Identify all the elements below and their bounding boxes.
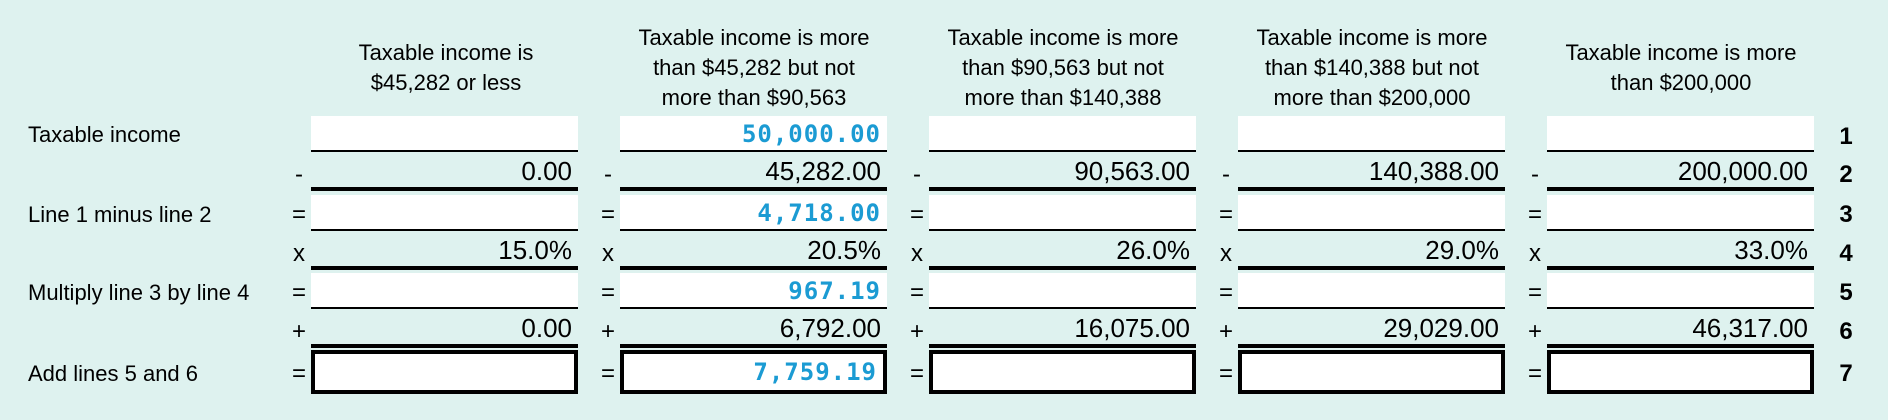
c3-plus-sign: + xyxy=(909,318,924,345)
c3-times-sign: x xyxy=(911,240,923,267)
c5-line7-total[interactable] xyxy=(1547,350,1814,394)
c1-minus-sign: - xyxy=(295,161,303,188)
c3-minus-sign: - xyxy=(913,161,921,188)
c3-line1-input[interactable] xyxy=(929,116,1196,152)
c5-line1-input[interactable] xyxy=(1547,116,1814,152)
c1-line2-value: 0.00 xyxy=(311,155,578,191)
line-number-4: 4 xyxy=(1839,240,1853,267)
c2-line5-input[interactable]: 967.19 xyxy=(620,273,887,309)
line-number-1: 1 xyxy=(1839,123,1853,150)
c5-plus-sign: + xyxy=(1527,318,1542,345)
c2-line7-total[interactable]: 7,759.19 xyxy=(620,350,887,394)
c3-equals-sign-3: = xyxy=(909,201,924,228)
c4-equals-sign-5: = xyxy=(1218,279,1233,306)
c1-times-sign: x xyxy=(293,240,305,267)
c2-line3-input[interactable]: 4,718.00 xyxy=(620,195,887,231)
row-label-line1-minus-line2: Line 1 minus line 2 xyxy=(28,202,212,227)
column-header-1: Taxable income is $45,282 or less xyxy=(358,40,534,95)
c3-line7-total[interactable] xyxy=(929,350,1196,394)
c5-minus-sign: - xyxy=(1531,161,1539,188)
column-header-2: Taxable income is more than $45,282 but … xyxy=(638,25,870,110)
c5-line6-value: 46,317.00 xyxy=(1547,312,1814,348)
column-header-5: Taxable income is more than $200,000 xyxy=(1565,40,1797,95)
c4-line1-input[interactable] xyxy=(1238,116,1505,152)
line-number-3: 3 xyxy=(1839,201,1853,228)
c1-line7-total[interactable] xyxy=(311,350,578,394)
c2-minus-sign: - xyxy=(604,161,612,188)
c5-line5-input[interactable] xyxy=(1547,273,1814,309)
c3-equals-sign-7: = xyxy=(909,360,924,387)
row-label-multiply-line3-line4: Multiply line 3 by line 4 xyxy=(28,280,250,305)
line-number-6: 6 xyxy=(1839,318,1853,345)
c4-line5-input[interactable] xyxy=(1238,273,1505,309)
c2-times-sign: x xyxy=(602,240,614,267)
c5-equals-sign-5: = xyxy=(1527,279,1542,306)
c1-equals-sign-7: = xyxy=(291,360,306,387)
line-number-2: 2 xyxy=(1839,161,1853,188)
column-header-3: Taxable income is more than $90,563 but … xyxy=(947,25,1179,110)
c4-plus-sign: + xyxy=(1218,318,1233,345)
c2-line2-value: 45,282.00 xyxy=(620,155,887,191)
c4-equals-sign-7: = xyxy=(1218,360,1233,387)
c3-line4-rate: 26.0% xyxy=(929,234,1196,270)
c4-equals-sign-3: = xyxy=(1218,201,1233,228)
c3-line5-input[interactable] xyxy=(929,273,1196,309)
c5-line4-rate: 33.0% xyxy=(1547,234,1814,270)
c5-line2-value: 200,000.00 xyxy=(1547,155,1814,191)
c1-line4-rate: 15.0% xyxy=(311,234,578,270)
c2-equals-sign-5: = xyxy=(600,279,615,306)
line-number-7: 7 xyxy=(1839,360,1853,387)
c4-line4-rate: 29.0% xyxy=(1238,234,1505,270)
c2-plus-sign: + xyxy=(600,318,615,345)
c5-equals-sign-7: = xyxy=(1527,360,1542,387)
c4-line3-input[interactable] xyxy=(1238,195,1505,231)
c1-line3-input[interactable] xyxy=(311,195,578,231)
c1-line6-value: 0.00 xyxy=(311,312,578,348)
c1-equals-sign-3: = xyxy=(291,201,306,228)
c4-line6-value: 29,029.00 xyxy=(1238,312,1505,348)
c4-minus-sign: - xyxy=(1222,161,1230,188)
c2-equals-sign-3: = xyxy=(600,201,615,228)
c3-line6-value: 16,075.00 xyxy=(929,312,1196,348)
row-label-taxable-income: Taxable income xyxy=(28,122,181,147)
c2-line1-input[interactable]: 50,000.00 xyxy=(620,116,887,152)
row-label-add-lines-5-6: Add lines 5 and 6 xyxy=(28,361,199,386)
c2-line4-rate: 20.5% xyxy=(620,234,887,270)
c3-line2-value: 90,563.00 xyxy=(929,155,1196,191)
c1-equals-sign-5: = xyxy=(291,279,306,306)
c2-line6-value: 6,792.00 xyxy=(620,312,887,348)
c4-line2-value: 140,388.00 xyxy=(1238,155,1505,191)
c5-equals-sign-3: = xyxy=(1527,201,1542,228)
c2-equals-sign-7: = xyxy=(600,360,615,387)
c5-line3-input[interactable] xyxy=(1547,195,1814,231)
line-number-5: 5 xyxy=(1839,279,1853,306)
c1-line1-input[interactable] xyxy=(311,116,578,152)
c4-times-sign: x xyxy=(1220,240,1232,267)
c3-equals-sign-5: = xyxy=(909,279,924,306)
c4-line7-total[interactable] xyxy=(1238,350,1505,394)
column-header-4: Taxable income is more than $140,388 but… xyxy=(1256,25,1488,110)
c1-plus-sign: + xyxy=(291,318,306,345)
c1-line5-input[interactable] xyxy=(311,273,578,309)
c3-line3-input[interactable] xyxy=(929,195,1196,231)
c5-times-sign: x xyxy=(1529,240,1541,267)
